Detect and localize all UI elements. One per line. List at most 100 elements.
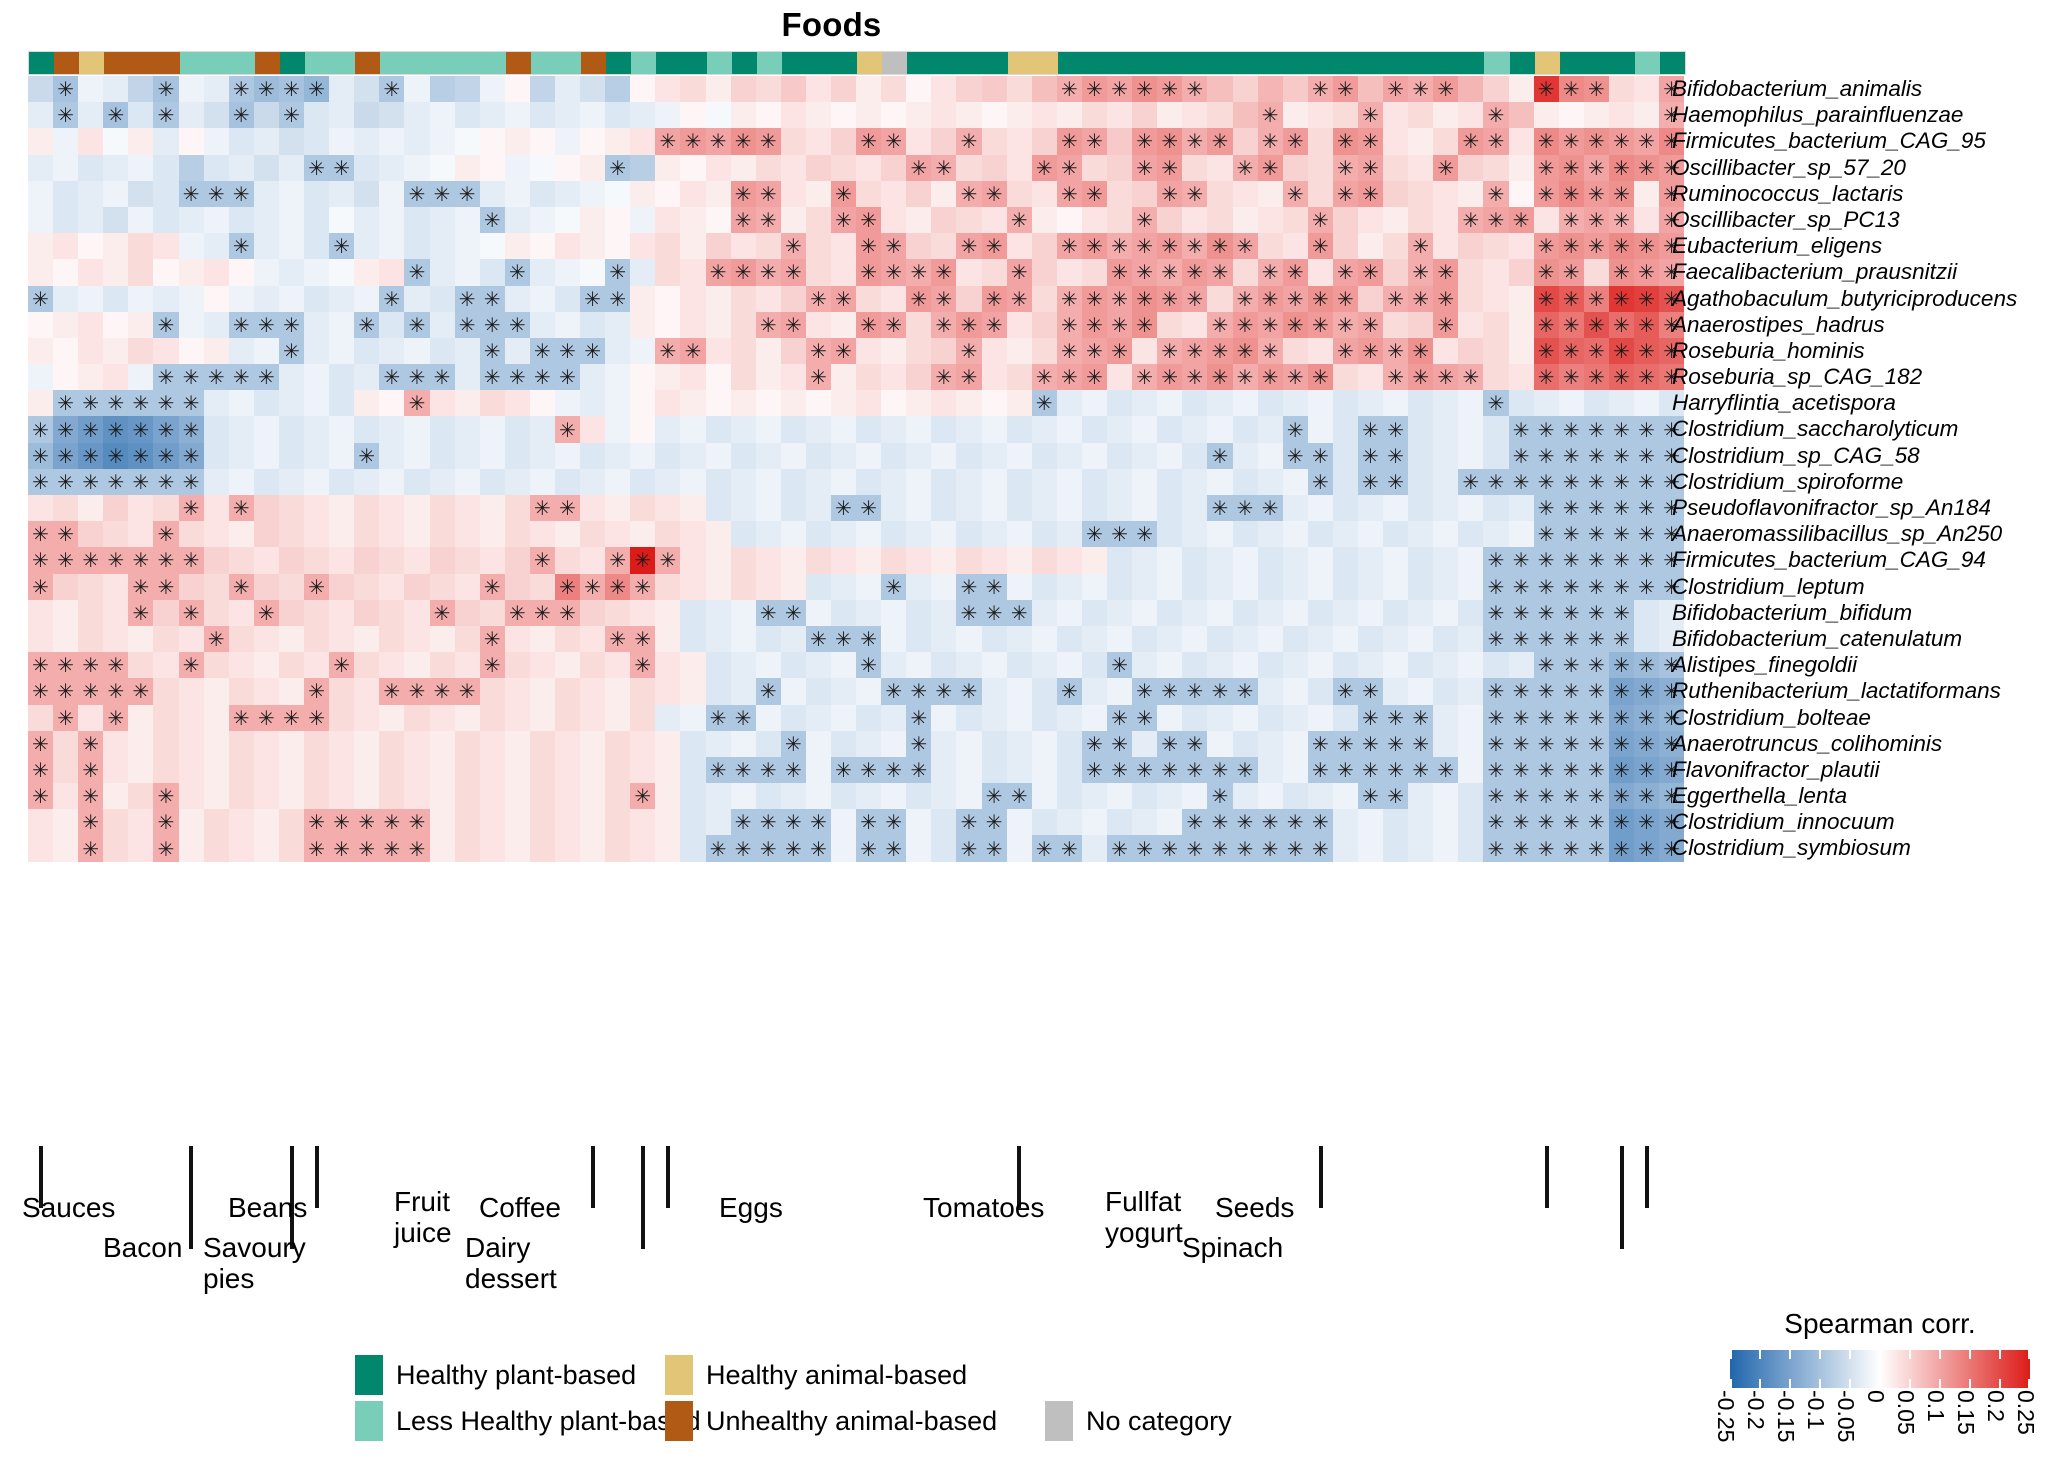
heatmap-cell[interactable] <box>805 154 831 181</box>
heatmap-cell[interactable] <box>354 756 380 784</box>
heatmap-cell[interactable] <box>1006 128 1032 155</box>
heatmap-cell[interactable] <box>805 233 831 260</box>
heatmap-cell[interactable] <box>1558 390 1584 417</box>
heatmap-cell[interactable] <box>1107 259 1133 286</box>
heatmap-cell[interactable] <box>354 730 380 757</box>
heatmap-cell[interactable] <box>253 756 279 784</box>
heatmap-cell[interactable] <box>28 180 54 207</box>
heatmap-cell[interactable] <box>1483 809 1509 836</box>
heatmap-cell[interactable] <box>103 756 129 784</box>
heatmap-cell[interactable] <box>178 704 204 731</box>
heatmap-cell[interactable] <box>780 180 806 207</box>
heatmap-cell[interactable] <box>1433 652 1459 679</box>
heatmap-cell[interactable] <box>1182 835 1208 862</box>
heatmap-cell[interactable] <box>554 76 581 103</box>
heatmap-cell[interactable] <box>1056 495 1082 522</box>
heatmap-cell[interactable] <box>504 599 530 626</box>
heatmap-cell[interactable] <box>805 625 831 653</box>
heatmap-cell[interactable] <box>655 442 681 469</box>
heatmap-cell[interactable] <box>1659 678 1685 705</box>
heatmap-cell[interactable] <box>580 599 606 626</box>
heatmap-cell[interactable] <box>103 180 129 207</box>
heatmap-cell[interactable] <box>253 678 279 705</box>
heatmap-cell[interactable] <box>304 495 330 522</box>
heatmap-cell[interactable] <box>655 285 681 312</box>
heatmap-cell[interactable] <box>630 652 656 679</box>
heatmap-cell[interactable] <box>103 495 129 522</box>
heatmap-cell[interactable] <box>1357 390 1384 417</box>
heatmap-cell[interactable] <box>780 102 806 129</box>
heatmap-cell[interactable] <box>906 547 932 574</box>
heatmap-cell[interactable] <box>1357 233 1384 260</box>
heatmap-cell[interactable] <box>1383 521 1409 548</box>
heatmap-cell[interactable] <box>1157 495 1183 522</box>
heatmap-cell[interactable] <box>1157 206 1183 234</box>
heatmap-cell[interactable] <box>178 259 204 286</box>
heatmap-cell[interactable] <box>379 573 405 600</box>
heatmap-cell[interactable] <box>1157 76 1183 103</box>
heatmap-cell[interactable] <box>881 390 907 417</box>
heatmap-cell[interactable] <box>881 625 907 653</box>
heatmap-cell[interactable] <box>1408 442 1434 469</box>
heatmap-cell[interactable] <box>881 102 907 129</box>
heatmap-cell[interactable] <box>203 468 229 495</box>
heatmap-cell[interactable] <box>1508 311 1534 338</box>
heatmap-cell[interactable] <box>1307 625 1333 653</box>
heatmap-cell[interactable] <box>730 128 756 155</box>
heatmap-cell[interactable] <box>1157 704 1183 731</box>
heatmap-cell[interactable] <box>805 809 831 836</box>
heatmap-cell[interactable] <box>1433 704 1459 731</box>
heatmap-cell[interactable] <box>454 730 480 757</box>
heatmap-cell[interactable] <box>580 730 606 757</box>
heatmap-cell[interactable] <box>1583 180 1609 207</box>
heatmap-cell[interactable] <box>128 547 154 574</box>
heatmap-cell[interactable] <box>1508 495 1534 522</box>
heatmap-cell[interactable] <box>1307 495 1333 522</box>
heatmap-cell[interactable] <box>278 625 305 653</box>
heatmap-cell[interactable] <box>1282 102 1308 129</box>
heatmap-cell[interactable] <box>78 468 104 495</box>
heatmap-cell[interactable] <box>655 730 681 757</box>
heatmap-cell[interactable] <box>1433 809 1459 836</box>
heatmap-cell[interactable] <box>128 625 154 653</box>
heatmap-cell[interactable] <box>304 573 330 600</box>
heatmap-cell[interactable] <box>1608 468 1634 495</box>
heatmap-cell[interactable] <box>329 652 355 679</box>
heatmap-cell[interactable] <box>404 468 430 495</box>
heatmap-cell[interactable] <box>429 206 455 234</box>
heatmap-cell[interactable] <box>153 599 179 626</box>
heatmap-cell[interactable] <box>981 547 1007 574</box>
heatmap-cell[interactable] <box>1483 547 1509 574</box>
heatmap-cell[interactable] <box>705 259 731 286</box>
heatmap-cell[interactable] <box>1383 599 1409 626</box>
heatmap-cell[interactable] <box>1659 259 1685 286</box>
heatmap-cell[interactable] <box>1634 154 1660 181</box>
heatmap-cell[interactable] <box>128 468 154 495</box>
heatmap-cell[interactable] <box>529 573 555 600</box>
heatmap-cell[interactable] <box>178 652 204 679</box>
heatmap-cell[interactable] <box>1056 128 1082 155</box>
heatmap-cell[interactable] <box>1031 521 1057 548</box>
heatmap-cell[interactable] <box>429 128 455 155</box>
heatmap-cell[interactable] <box>1533 625 1559 653</box>
heatmap-cell[interactable] <box>1357 756 1384 784</box>
heatmap-cell[interactable] <box>1107 180 1133 207</box>
heatmap-cell[interactable] <box>780 337 806 365</box>
heatmap-cell[interactable] <box>1357 154 1384 181</box>
heatmap-cell[interactable] <box>906 233 932 260</box>
heatmap-cell[interactable] <box>1659 468 1685 495</box>
heatmap-cell[interactable] <box>379 76 405 103</box>
heatmap-cell[interactable] <box>1383 233 1409 260</box>
heatmap-cell[interactable] <box>1207 599 1233 626</box>
heatmap-cell[interactable] <box>1182 102 1208 129</box>
heatmap-cell[interactable] <box>1157 521 1183 548</box>
heatmap-cell[interactable] <box>1583 625 1609 653</box>
heatmap-cell[interactable] <box>1332 678 1358 705</box>
heatmap-cell[interactable] <box>780 547 806 574</box>
heatmap-cell[interactable] <box>1357 599 1384 626</box>
heatmap-cell[interactable] <box>956 652 982 679</box>
heatmap-cell[interactable] <box>956 730 982 757</box>
heatmap-cell[interactable] <box>680 442 706 469</box>
heatmap-cell[interactable] <box>329 154 355 181</box>
heatmap-cell[interactable] <box>1232 756 1258 784</box>
